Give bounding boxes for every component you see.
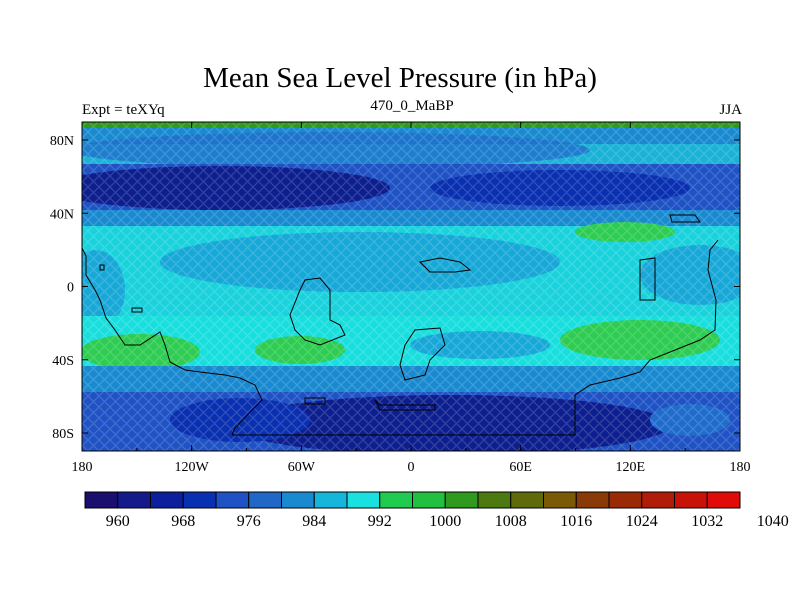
colorbar-swatch bbox=[281, 491, 315, 509]
colorbar-swatch bbox=[575, 491, 610, 509]
x-tick-label: 120E bbox=[616, 460, 646, 475]
period-label: 470_0_MaBP bbox=[370, 98, 454, 114]
colorbar-label: 976 bbox=[237, 513, 261, 530]
x-tick-label: 180 bbox=[72, 460, 93, 475]
pressure-field bbox=[82, 122, 740, 451]
coastlines bbox=[82, 214, 719, 436]
colorbar-swatch bbox=[182, 491, 217, 509]
y-tick-label: 0 bbox=[67, 281, 74, 296]
x-tick-label: 60W bbox=[288, 460, 316, 475]
map-title: Mean Sea Level Pressure (in hPa) bbox=[203, 62, 597, 94]
colorbar-swatch bbox=[412, 491, 446, 509]
colorbar-swatch bbox=[477, 491, 512, 509]
colorbar-swatch bbox=[248, 491, 282, 509]
colorbar-label: 960 bbox=[106, 513, 130, 530]
colorbar-swatch bbox=[608, 491, 643, 509]
colorbar-label: 1016 bbox=[560, 513, 592, 530]
y-axis: 80N 40N 0 40S 80S bbox=[50, 134, 740, 442]
colorbar-label: 1000 bbox=[429, 513, 461, 530]
colorbar-label: 1032 bbox=[691, 513, 723, 530]
colorbar-swatch bbox=[117, 491, 151, 509]
x-tick-label: 0 bbox=[408, 460, 415, 475]
colorbar-label: 984 bbox=[302, 513, 326, 530]
colorbar-label: 1008 bbox=[495, 513, 527, 530]
colorbar-swatch bbox=[346, 491, 381, 509]
colorbar-swatch bbox=[641, 491, 675, 509]
colorbar-swatch bbox=[313, 491, 348, 509]
colorbar-swatch bbox=[215, 491, 250, 509]
colorbar-swatch bbox=[510, 491, 544, 509]
x-tick-label: 60E bbox=[509, 460, 532, 475]
colorbar-swatch bbox=[444, 491, 479, 509]
colorbar-label: 1040 bbox=[757, 513, 789, 530]
colorbar-swatch bbox=[674, 491, 708, 509]
season-label: JJA bbox=[719, 102, 742, 118]
x-tick-label: 180 bbox=[730, 460, 751, 475]
y-tick-label: 80N bbox=[50, 134, 74, 149]
colorbar-swatch bbox=[84, 491, 119, 509]
colorbar: 960 968 976 984 992 1000 1008 1016 1024 1032 1040 bbox=[84, 491, 789, 530]
colorbar-label: 992 bbox=[368, 513, 392, 530]
colorbar-label: 1024 bbox=[626, 513, 658, 530]
colorbar-swatch bbox=[706, 491, 741, 509]
y-tick-label: 40S bbox=[52, 354, 74, 369]
colorbar-swatch bbox=[150, 491, 184, 509]
x-tick-label: 120W bbox=[175, 460, 210, 475]
colorbar-swatch bbox=[379, 491, 413, 509]
y-tick-label: 40N bbox=[50, 207, 74, 222]
experiment-label: Expt = teXYq bbox=[82, 102, 165, 118]
x-axis: 180 120W 60W 0 60E 120E 180 bbox=[72, 122, 751, 475]
colorbar-swatch bbox=[543, 491, 577, 509]
colorbar-label: 968 bbox=[171, 513, 195, 530]
y-tick-label: 80S bbox=[52, 427, 74, 442]
